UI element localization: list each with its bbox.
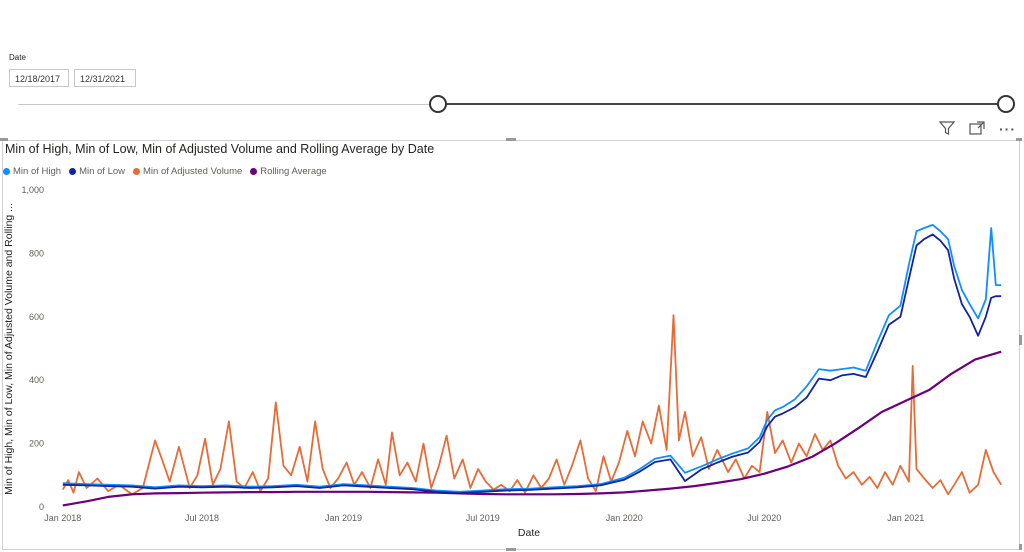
x-tick-label: Jul 2019: [466, 513, 500, 523]
legend-item-rolling-average[interactable]: Rolling Average: [250, 166, 327, 177]
legend-label: Min of High: [13, 166, 62, 177]
slider-selected-range: [438, 103, 1006, 105]
x-tick-label: Jul 2020: [747, 513, 781, 523]
y-tick-label: 400: [29, 375, 44, 385]
x-tick-label: Jan 2018: [44, 513, 81, 523]
slider-end-handle[interactable]: [997, 95, 1015, 113]
focus-mode-icon[interactable]: [969, 120, 985, 138]
x-tick-label: Jan 2020: [606, 513, 643, 523]
y-tick-label: 0: [39, 502, 44, 512]
legend-marker: [3, 168, 10, 175]
slider-start-handle[interactable]: [429, 95, 447, 113]
resize-handle-right[interactable]: [1019, 335, 1022, 345]
resize-handle-bottom[interactable]: [506, 548, 516, 551]
series-line-min-of-adjusted-volume[interactable]: [62, 314, 1002, 496]
slider-track: [18, 104, 438, 105]
legend-item-min-of-adjusted-volume[interactable]: Min of Adjusted Volume: [133, 166, 242, 177]
y-tick-label: 200: [29, 439, 44, 449]
legend-marker: [69, 168, 77, 175]
y-tick-label: 1,000: [21, 185, 44, 195]
y-tick-label: 800: [29, 248, 44, 258]
x-tick-label: Jul 2018: [185, 513, 219, 523]
chart-title: Min of High, Min of Low, Min of Adjusted…: [5, 142, 435, 156]
legend-item-min-of-low[interactable]: Min of Low: [69, 166, 125, 177]
series-line-rolling-average[interactable]: [62, 350, 1002, 507]
legend-marker: [250, 168, 258, 175]
visual-header: ···: [938, 120, 1016, 138]
more-options-icon[interactable]: ···: [999, 121, 1016, 137]
legend-label: Min of Adjusted Volume: [143, 166, 243, 177]
y-axis-title: Min of High, Min of Low, Min of Adjusted…: [3, 203, 15, 495]
start-date-input[interactable]: 12/18/2017: [9, 69, 69, 87]
series-line-min-of-high[interactable]: [62, 224, 1002, 493]
resize-handle-top-right[interactable]: [1016, 138, 1022, 141]
resize-handle-top-left[interactable]: [0, 138, 8, 141]
legend-label: Min of Low: [79, 166, 125, 177]
legend-item-min-of-high[interactable]: Min of High: [3, 166, 61, 177]
x-axis-title: Date: [518, 527, 540, 539]
end-date-input[interactable]: 12/31/2021: [74, 69, 136, 87]
resize-handle-bottom-right[interactable]: [1019, 544, 1022, 550]
slicer-title: Date: [9, 53, 26, 62]
legend-label: Rolling Average: [260, 166, 327, 177]
x-tick-label: Jan 2021: [887, 513, 924, 523]
x-tick-label: Jan 2019: [325, 513, 362, 523]
filter-icon[interactable]: [938, 120, 956, 138]
series-line-min-of-low[interactable]: [62, 233, 1002, 494]
resize-handle-top[interactable]: [506, 138, 516, 141]
legend-marker: [133, 168, 140, 175]
chart-legend: Min of High Min of Low Min of Adjusted V…: [3, 166, 327, 177]
y-tick-label: 600: [29, 312, 44, 322]
